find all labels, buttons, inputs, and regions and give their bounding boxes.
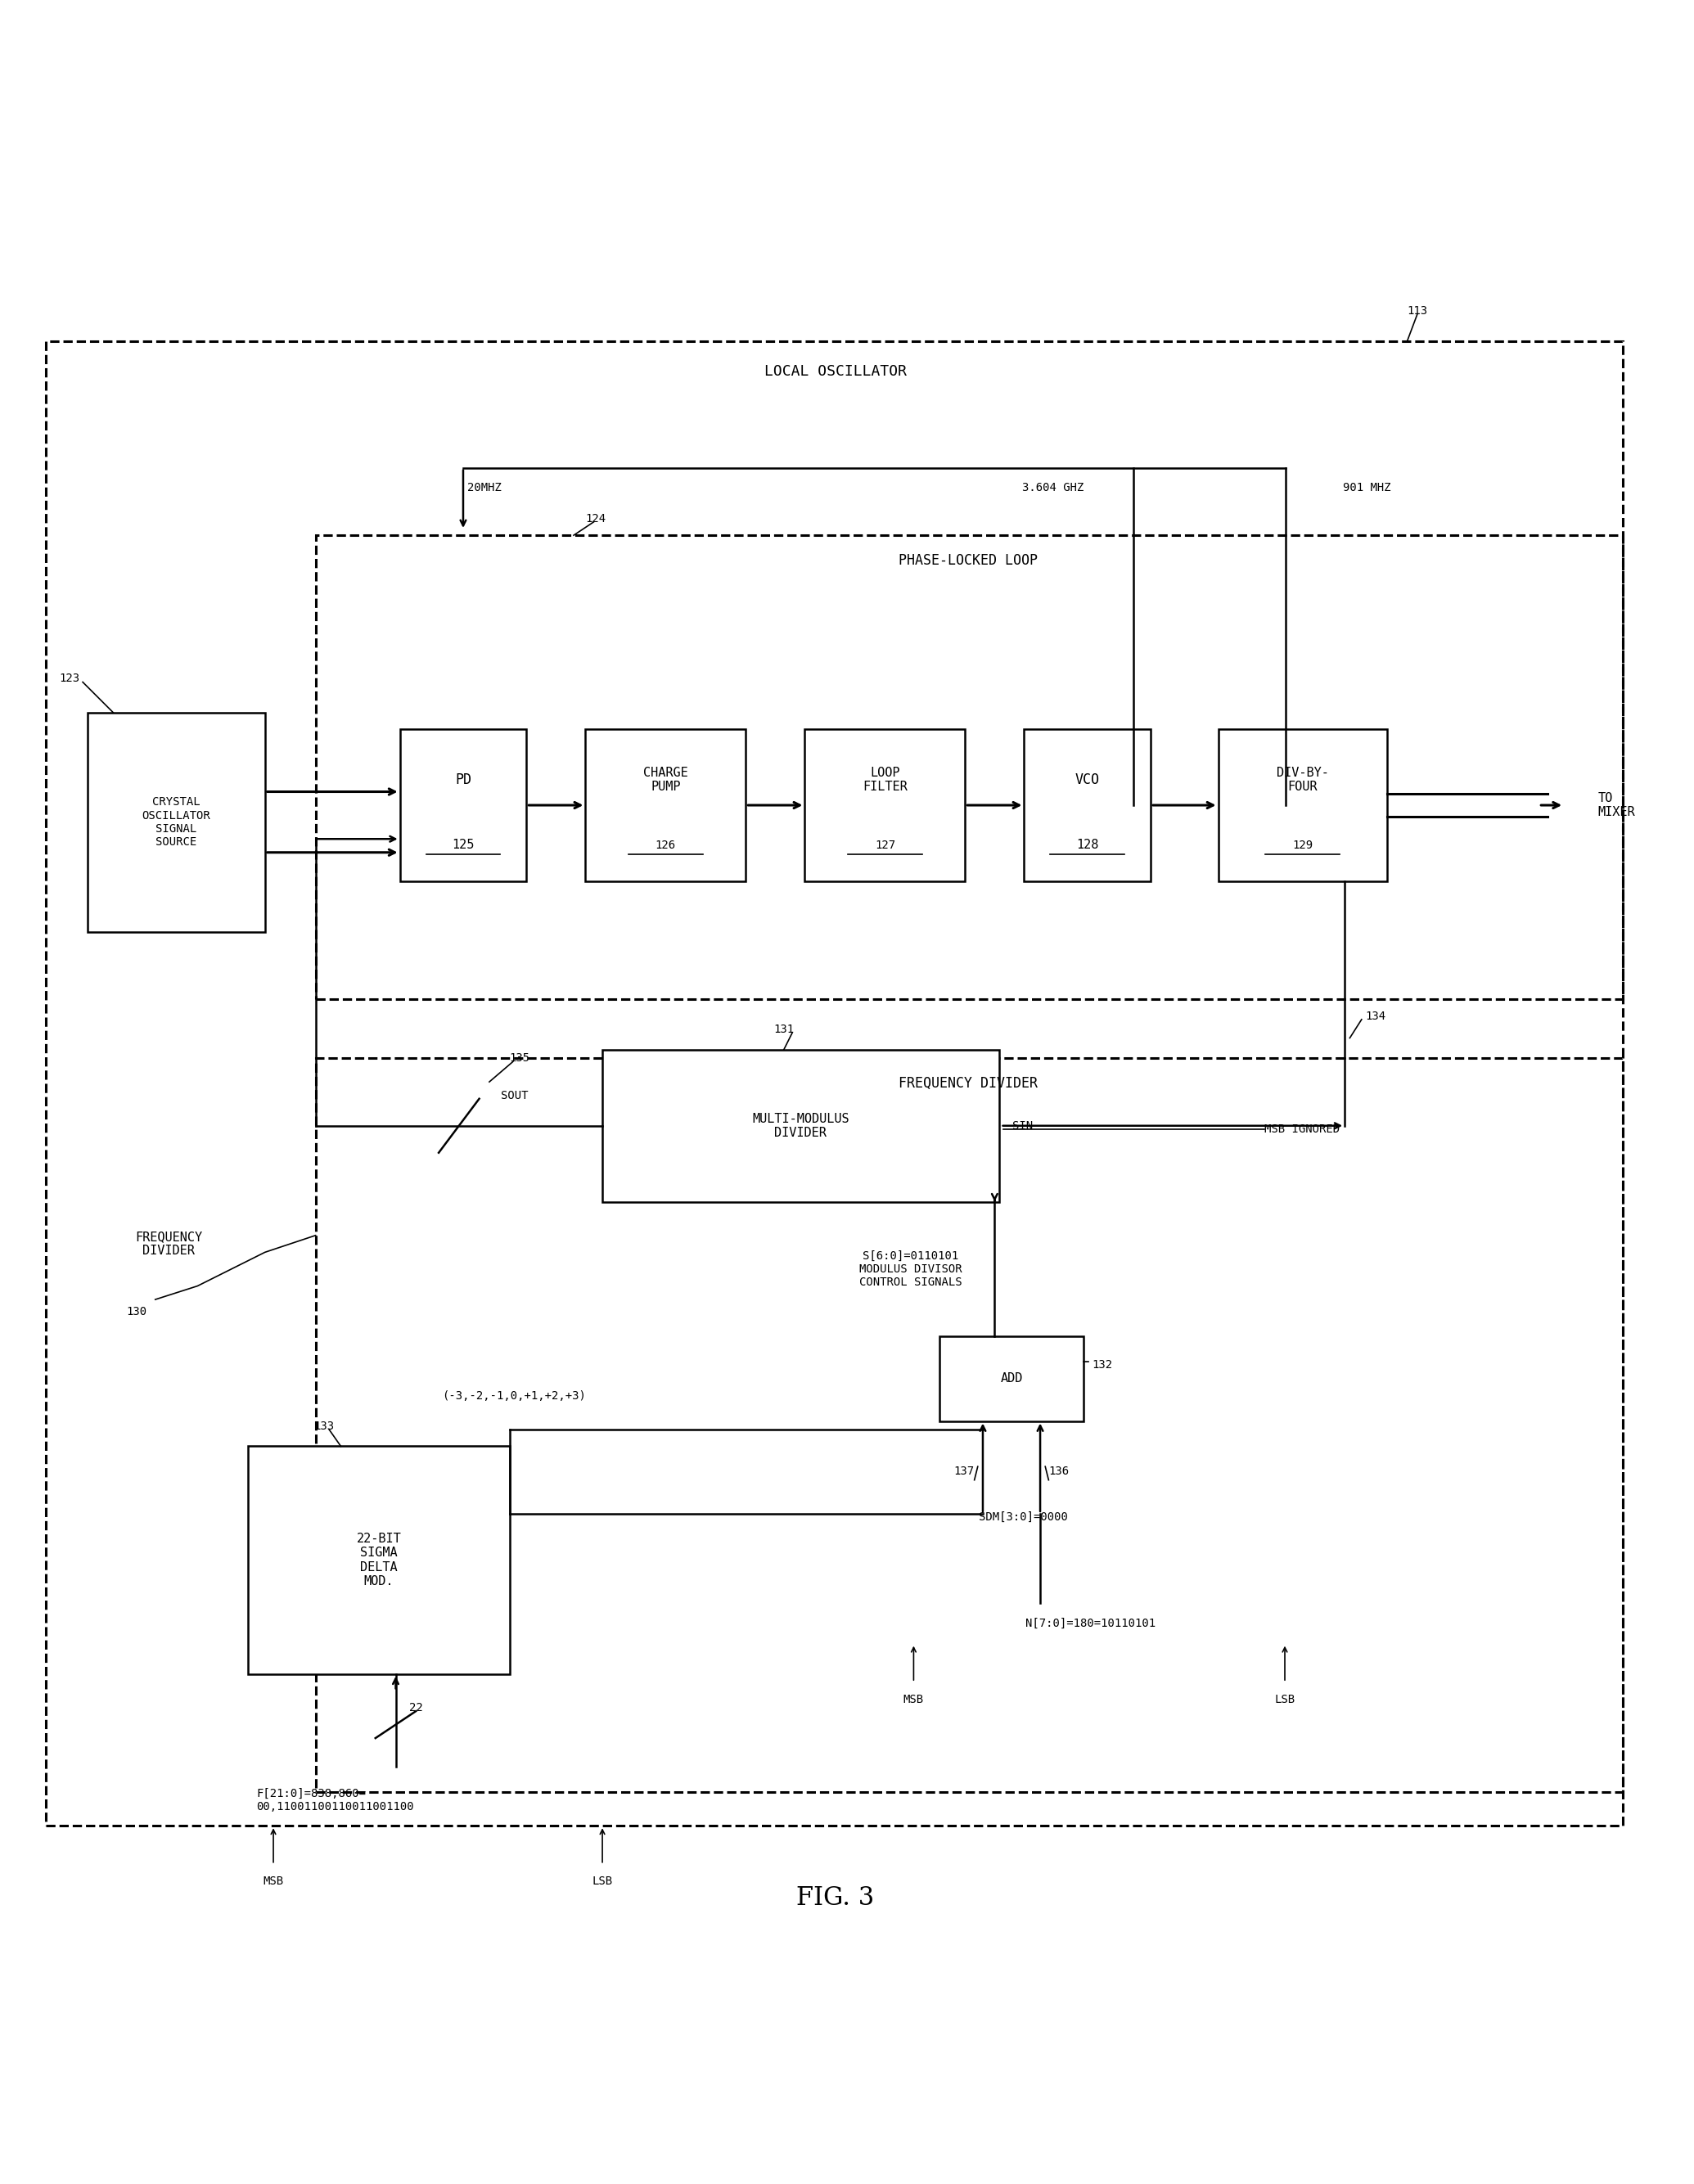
Text: PD: PD	[456, 773, 471, 786]
Text: FIG. 3: FIG. 3	[796, 1885, 874, 1911]
Text: TO
MIXER: TO MIXER	[1597, 793, 1635, 819]
Text: MULTI-MODULUS
DIVIDER: MULTI-MODULUS DIVIDER	[752, 1112, 849, 1140]
Text: SIN: SIN	[1013, 1120, 1033, 1131]
Text: 22: 22	[410, 1701, 424, 1714]
Bar	[247, 1446, 510, 1673]
Text: LSB: LSB	[593, 1876, 613, 1887]
Text: FREQUENCY DIVIDER: FREQUENCY DIVIDER	[900, 1077, 1038, 1092]
Text: 124: 124	[586, 513, 606, 524]
Bar	[1218, 729, 1387, 880]
Text: 136: 136	[1049, 1465, 1069, 1476]
Text: 20MHZ: 20MHZ	[468, 483, 501, 494]
Bar	[805, 729, 966, 880]
Text: FREQUENCY
DIVIDER: FREQUENCY DIVIDER	[136, 1230, 202, 1258]
Text: LSB: LSB	[1274, 1693, 1296, 1706]
Text: 125: 125	[452, 839, 474, 852]
Text: LOOP
FILTER: LOOP FILTER	[862, 767, 908, 793]
Text: 135: 135	[510, 1053, 530, 1064]
Text: S[6:0]=0110101
MODULUS DIVISOR
CONTROL SIGNALS: S[6:0]=0110101 MODULUS DIVISOR CONTROL S…	[859, 1249, 962, 1289]
Bar	[603, 1051, 999, 1201]
Text: 901 MHZ: 901 MHZ	[1343, 483, 1391, 494]
Bar	[586, 729, 745, 880]
Text: 130: 130	[127, 1306, 147, 1317]
Text: 128: 128	[1076, 839, 1099, 852]
Text: 137: 137	[954, 1465, 974, 1476]
Text: SOUT: SOUT	[501, 1090, 529, 1101]
Text: CRYSTAL
OSCILLATOR
SIGNAL
SOURCE: CRYSTAL OSCILLATOR SIGNAL SOURCE	[142, 797, 210, 847]
Bar	[315, 1059, 1623, 1793]
Text: 123: 123	[59, 673, 80, 684]
Text: 133: 133	[313, 1420, 334, 1433]
Text: 22-BIT
SIGMA
DELTA
MOD.: 22-BIT SIGMA DELTA MOD.	[356, 1533, 401, 1588]
Bar	[315, 535, 1623, 1000]
Text: 129: 129	[1293, 839, 1313, 852]
Text: F[21:0]=838,860=
00,11001100110011001100: F[21:0]=838,860= 00,11001100110011001100	[256, 1789, 413, 1813]
Text: MSB: MSB	[263, 1876, 283, 1887]
Text: 126: 126	[656, 839, 676, 852]
Text: 131: 131	[774, 1024, 794, 1035]
Bar	[400, 729, 527, 880]
Text: (-3,-2,-1,0,+1,+2,+3): (-3,-2,-1,0,+1,+2,+3)	[442, 1389, 586, 1402]
Text: MSB: MSB	[903, 1693, 923, 1706]
Text: LOCAL OSCILLATOR: LOCAL OSCILLATOR	[764, 365, 906, 380]
Text: CHARGE
PUMP: CHARGE PUMP	[644, 767, 688, 793]
Text: 113: 113	[1408, 306, 1428, 317]
Text: MSB IGNORED: MSB IGNORED	[1265, 1123, 1340, 1136]
Text: N[7:0]=180=10110101: N[7:0]=180=10110101	[1025, 1618, 1155, 1629]
Text: VCO: VCO	[1076, 773, 1099, 786]
Text: 134: 134	[1365, 1011, 1386, 1022]
Bar	[88, 712, 264, 933]
Text: 132: 132	[1091, 1361, 1113, 1372]
Text: ADD: ADD	[999, 1374, 1023, 1385]
Bar	[46, 341, 1623, 1826]
Text: SDM[3:0]=0000: SDM[3:0]=0000	[979, 1511, 1067, 1522]
Bar	[940, 1337, 1082, 1422]
Text: DIV-BY-
FOUR: DIV-BY- FOUR	[1276, 767, 1328, 793]
Text: 127: 127	[874, 839, 894, 852]
Bar	[1025, 729, 1150, 880]
Text: PHASE-LOCKED LOOP: PHASE-LOCKED LOOP	[900, 553, 1038, 568]
Text: 3.604 GHZ: 3.604 GHZ	[1021, 483, 1084, 494]
